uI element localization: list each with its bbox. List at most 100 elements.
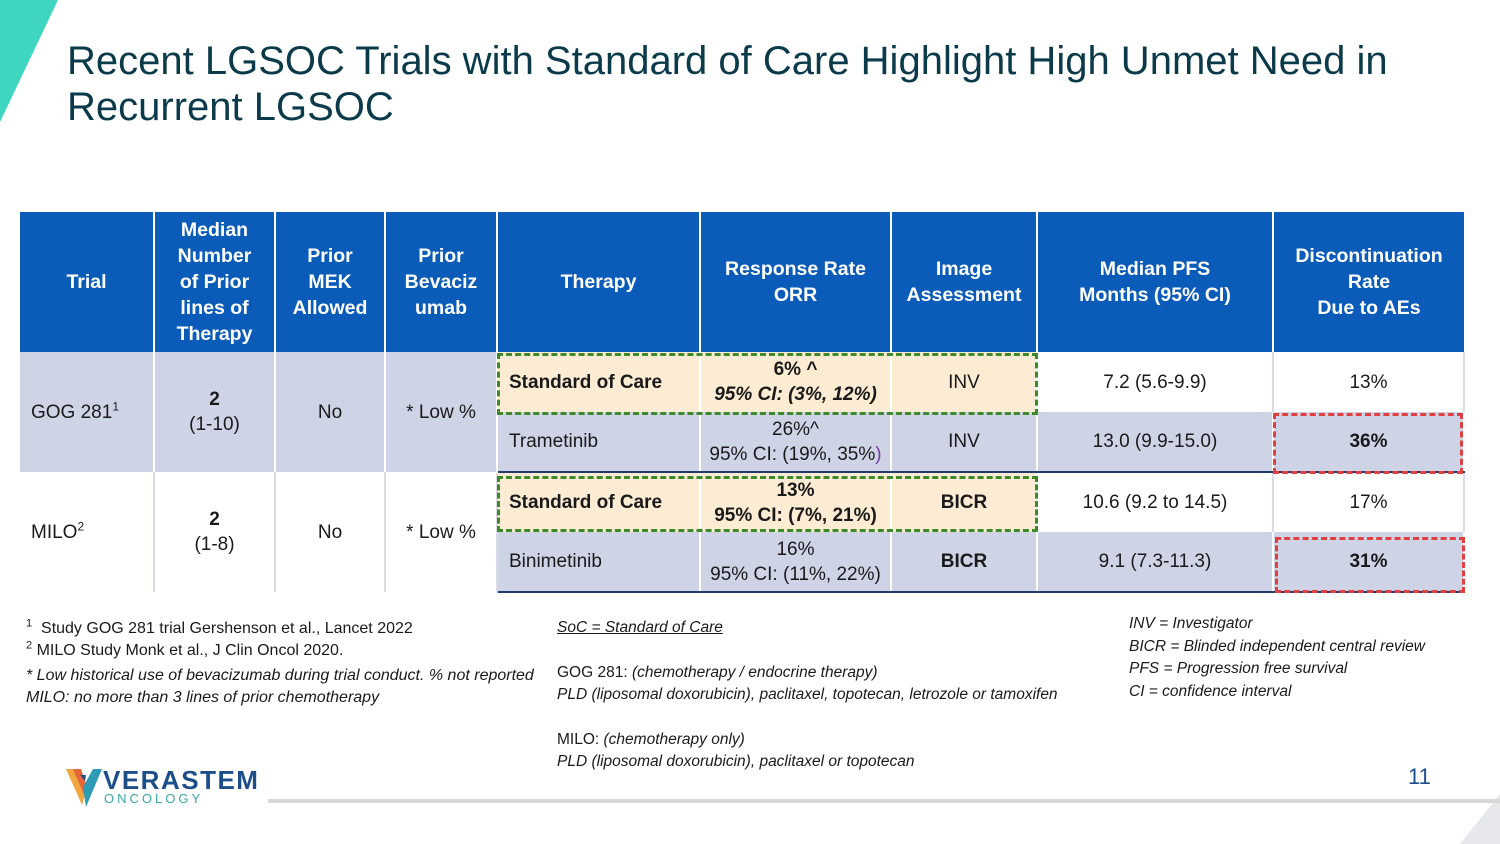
header-trial: Trial [20, 212, 155, 352]
trials-table: Trial Median Number of Prior lines of Th… [20, 212, 1465, 593]
gog-drugs: PLD (liposomal doxorubicin), paclitaxel,… [557, 686, 1058, 703]
header-line: Assessment [906, 284, 1022, 306]
legend-ci: CI = confidence interval [1129, 682, 1292, 700]
image-assessment-cell: BICR [891, 532, 1038, 593]
table-row: MILO2 2 (1-8) No * Low % Standard of Car… [20, 472, 1465, 592]
soc-definition: SoC = Standard of Care [557, 619, 723, 636]
prior-bev-cell: * Low % [385, 352, 498, 472]
header-line: Bevaciz [404, 271, 478, 293]
logo-subtitle: ONCOLOGY [104, 791, 204, 806]
header-line: Due to AEs [1317, 297, 1421, 319]
gog-label: GOG 281: [557, 663, 628, 681]
header-line: Allowed [292, 297, 368, 319]
legend-pfs: PFS = Progression free survival [1129, 660, 1348, 677]
median-lines-range: (1-10) [189, 414, 240, 435]
header-line: Median [180, 219, 249, 241]
orr-ci: 95% CI: (7%, 21%) [714, 504, 877, 526]
header-line: umab [414, 297, 467, 319]
orr-ci: 95% CI: (19%, 35% [709, 443, 876, 465]
gog-therapy-line: GOG 281: (chemotherapy / endocrine thera… [557, 662, 1117, 685]
header-line: Prior [307, 245, 353, 267]
header-line: Number [177, 245, 252, 267]
header-line: Prior [418, 245, 464, 267]
footnote-mark: 1 [112, 399, 120, 414]
therapy-cell: Standard of Care [497, 472, 701, 532]
milo-type: (chemotherapy only) [603, 730, 745, 748]
header-prior-bevacizumab: Prior Bevaciz umab [385, 212, 498, 352]
header-prior-mek: Prior MEK Allowed [275, 212, 386, 352]
orr-cell: 13% 95% CI: (7%, 21%) [700, 472, 892, 532]
orr-cell: 16% 95% CI: (11%, 22%) [700, 532, 892, 593]
image-assessment-cell: BICR [891, 472, 1038, 532]
corner-accent-bottom-right [1460, 794, 1500, 844]
legend-bicr: BICR = Blinded independent central revie… [1129, 637, 1425, 655]
legend-inv: INV = Investigator [1129, 615, 1253, 632]
page-number: 11 [1408, 764, 1431, 789]
orr-value: 13% [776, 479, 815, 501]
orr-cell: 6% ^ 95% CI: (3%, 12%) [700, 352, 892, 412]
verastem-logo-mark-icon [66, 769, 102, 807]
header-median-pfs: Median PFS Months (95% CI) [1037, 212, 1274, 352]
corner-accent-top-left [0, 0, 58, 122]
milo-drugs: PLD (liposomal doxorubicin), paclitaxel … [557, 753, 915, 770]
header-line: Therapy [176, 323, 253, 345]
table-row: GOG 2811 2 (1-10) No * Low % Standard of… [20, 352, 1465, 472]
median-lines-value: 2 [209, 509, 220, 530]
image-assessment-cell: INV [891, 412, 1038, 473]
image-assessment-cell: INV [891, 352, 1038, 412]
therapy-cell: Binimetinib [497, 532, 701, 593]
table-header-row: Trial Median Number of Prior lines of Th… [20, 212, 1464, 352]
header-line: Discontinuation [1295, 245, 1443, 267]
orr-ci: 95% CI: (11%, 22%) [710, 563, 881, 585]
header-discontinuation-rate: Discontinuation Rate Due to AEs [1273, 212, 1464, 352]
trial-name: GOG 281 [31, 401, 113, 423]
header-line: MEK [308, 271, 352, 293]
footnote-mark: 1 [26, 617, 33, 630]
footnote-mark: 2 [77, 519, 85, 534]
header-therapy: Therapy [497, 212, 701, 352]
discontinuation-cell: 13% [1273, 352, 1465, 412]
abbreviation-legend: INV = Investigator BICR = Blinded indepe… [1129, 613, 1469, 703]
prior-mek-cell: No [275, 352, 386, 472]
header-line: Rate [1347, 271, 1391, 293]
discontinuation-cell: 31% [1273, 532, 1465, 593]
header-line: Median PFS [1099, 258, 1211, 280]
orr-value: 6% ^ [773, 359, 818, 380]
header-line: lines of [180, 297, 249, 319]
footnote-1: 1 Study GOG 281 trial Gershenson et al.,… [26, 618, 546, 640]
prior-mek-cell: No [275, 472, 386, 592]
milo-note: MILO: no more than 3 lines of prior chem… [26, 689, 380, 706]
footnote-text: Study GOG 281 trial Gershenson et al., L… [41, 620, 413, 637]
therapy-cell: Trametinib [497, 412, 701, 473]
therapy-notes: SoC = Standard of Care GOG 281: (chemoth… [557, 617, 1117, 774]
orr-ci-close: ) [875, 443, 882, 465]
pfs-cell: 9.1 (7.3-11.3) [1037, 532, 1274, 593]
header-line: Image [935, 258, 993, 280]
slide-title: Recent LGSOC Trials with Standard of Car… [67, 39, 1388, 129]
orr-ci: 95% CI: (3%, 12%) [714, 384, 877, 405]
median-lines-cell: 2 (1-10) [154, 352, 276, 472]
verastem-logo: VERASTEM ONCOLOGY [66, 765, 266, 810]
discontinuation-cell: 17% [1273, 472, 1465, 532]
orr-value: 26%^ [772, 418, 819, 440]
prior-bev-cell: * Low % [385, 472, 498, 592]
header-line: ORR [773, 284, 818, 306]
trial-name: MILO [31, 521, 78, 543]
milo-therapy-line: MILO: (chemotherapy only) [557, 729, 1117, 752]
pfs-cell: 7.2 (5.6-9.9) [1037, 352, 1274, 412]
pfs-cell: 10.6 (9.2 to 14.5) [1037, 472, 1274, 532]
median-lines-range: (1-8) [194, 534, 235, 555]
therapy-cell: Standard of Care [497, 352, 701, 412]
orr-value: 16% [776, 538, 815, 560]
gog-type: (chemotherapy / endocrine therapy) [631, 663, 878, 681]
milo-label: MILO: [557, 730, 600, 748]
trial-name-cell: MILO2 [20, 472, 155, 592]
header-median-lines: Median Number of Prior lines of Therapy [154, 212, 276, 352]
footnote-mark: 2 [26, 639, 33, 652]
table-row: Trametinib 26%^ 95% CI: (19%, 35%) INV 1… [20, 412, 1465, 473]
logo-name: VERASTEM [103, 765, 260, 795]
bev-note: * Low historical use of bevacizumab duri… [26, 667, 534, 684]
pfs-cell: 13.0 (9.9-15.0) [1037, 412, 1274, 473]
discontinuation-cell: 36% [1273, 412, 1465, 473]
median-lines-value: 2 [209, 389, 220, 410]
